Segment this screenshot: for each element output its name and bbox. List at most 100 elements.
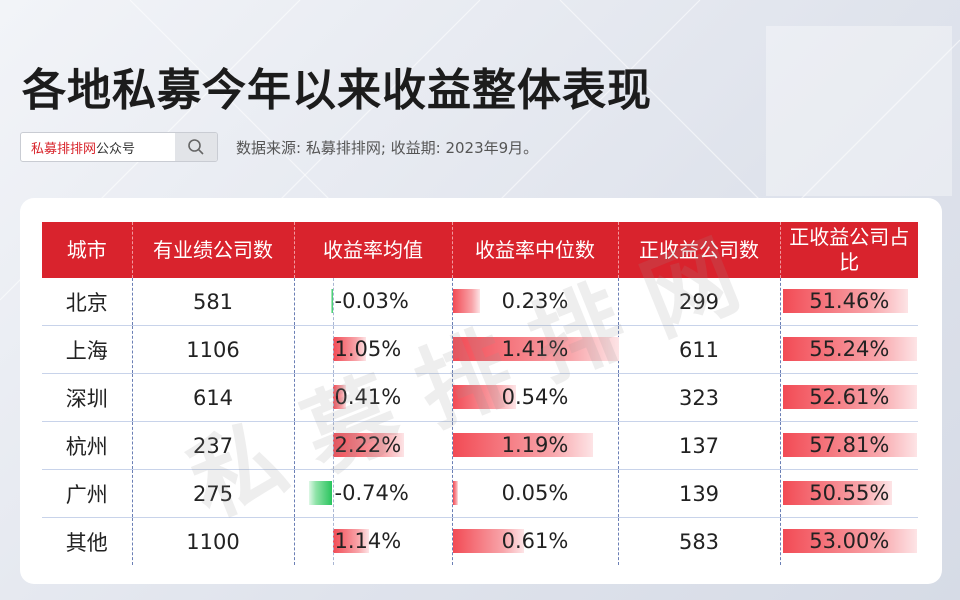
- cell-city: 其他: [42, 517, 133, 565]
- cell-positive-ratio: 51.46%: [780, 278, 918, 326]
- data-table: 城市 有业绩公司数 收益率均值 收益率中位数 正收益公司数 正收益公司占比 北京…: [42, 222, 918, 565]
- zero-axis: [332, 278, 334, 325]
- cell-firms: 614: [132, 373, 295, 422]
- mean-return-label: 1.05%: [334, 337, 402, 361]
- cell-firms: 1106: [132, 325, 295, 374]
- cell-firms: 581: [132, 278, 295, 326]
- table-row: 杭州 237 2.22% 1.19% 137 57.81%: [42, 421, 918, 470]
- median-return-label: 0.05%: [501, 481, 569, 505]
- cell-median-return: 0.05%: [452, 469, 619, 518]
- search-button[interactable]: [175, 133, 217, 161]
- cell-firms: 237: [132, 421, 295, 470]
- data-source-note: 数据来源: 私募排排网; 收益期: 2023年9月。: [236, 139, 539, 157]
- median-return-bar: [452, 337, 619, 361]
- cell-mean-return: 1.05%: [294, 325, 453, 374]
- cell-median-return: 0.54%: [452, 373, 619, 422]
- positive-ratio-label: 52.61%: [809, 385, 890, 409]
- table-row: 北京 581 -0.03% 0.23% 299 51.46%: [42, 278, 918, 326]
- cell-mean-return: 1.14%: [294, 517, 453, 565]
- header-median-return: 收益率中位数: [452, 222, 619, 278]
- search-brand: 私募排排网: [31, 141, 97, 157]
- cell-firms: 275: [132, 469, 295, 518]
- cell-city: 广州: [42, 469, 133, 518]
- mean-return-bar: [332, 529, 369, 553]
- cell-city: 杭州: [42, 421, 133, 470]
- zero-axis: [332, 422, 334, 469]
- mean-return-label: 1.14%: [334, 529, 402, 553]
- cell-positive-ratio: 50.55%: [780, 469, 918, 518]
- cell-median-return: 0.61%: [452, 517, 619, 565]
- mean-return-label: 2.22%: [334, 433, 402, 457]
- cell-positive-firms: 583: [618, 517, 781, 565]
- cell-median-return: 0.23%: [452, 278, 619, 326]
- cell-median-return: 1.19%: [452, 421, 619, 470]
- mean-return-bar: [332, 385, 346, 409]
- positive-ratio-bar: [782, 289, 908, 313]
- median-return-label: 0.61%: [501, 529, 569, 553]
- cell-city: 深圳: [42, 373, 133, 422]
- cell-positive-firms: 137: [618, 421, 781, 470]
- median-return-label: 0.23%: [501, 289, 569, 313]
- zero-axis: [332, 326, 334, 373]
- median-return-bar: [452, 433, 593, 457]
- cell-mean-return: 2.22%: [294, 421, 453, 470]
- cell-mean-return: -0.03%: [294, 278, 453, 326]
- cell-city: 北京: [42, 278, 133, 326]
- table-row: 上海 1106 1.05% 1.41% 611 55.24%: [42, 325, 918, 374]
- median-return-bar: [452, 385, 517, 409]
- header-firms: 有业绩公司数: [132, 222, 295, 278]
- zero-axis: [332, 518, 334, 565]
- cell-mean-return: 0.41%: [294, 373, 453, 422]
- zero-axis: [332, 470, 334, 517]
- positive-ratio-label: 57.81%: [809, 433, 890, 457]
- positive-ratio-bar: [782, 481, 892, 505]
- search-text: 私募排排网公众号: [21, 138, 175, 157]
- cell-positive-firms: 299: [618, 278, 781, 326]
- table-row: 深圳 614 0.41% 0.54% 323 52.61%: [42, 373, 918, 422]
- mean-return-label: -0.74%: [334, 481, 409, 505]
- mean-return-bar: [330, 289, 333, 313]
- mean-return-bar: [332, 337, 367, 361]
- cell-city: 上海: [42, 325, 133, 374]
- positive-ratio-label: 55.24%: [809, 337, 890, 361]
- zero-axis: [332, 374, 334, 421]
- search-icon: [188, 139, 204, 155]
- median-return-bar: [452, 289, 480, 313]
- median-return-bar: [452, 529, 525, 553]
- cell-median-return: 1.41%: [452, 325, 619, 374]
- page-title: 各地私募今年以来收益整体表现: [22, 65, 652, 116]
- header-positive-ratio: 正收益公司占比: [780, 222, 918, 278]
- header-mean-return: 收益率均值: [294, 222, 453, 278]
- cell-positive-firms: 139: [618, 469, 781, 518]
- median-return-label: 0.54%: [501, 385, 569, 409]
- positive-ratio-label: 50.55%: [809, 481, 890, 505]
- search-box[interactable]: 私募排排网公众号: [20, 132, 218, 162]
- mean-return-bar: [332, 433, 404, 457]
- mean-return-label: 0.41%: [334, 385, 402, 409]
- positive-ratio-label: 53.00%: [809, 529, 890, 553]
- header-city: 城市: [42, 222, 133, 278]
- median-return-label: 1.41%: [501, 337, 569, 361]
- positive-ratio-bar: [782, 529, 917, 553]
- cell-firms: 1100: [132, 517, 295, 565]
- positive-ratio-bar: [782, 433, 917, 457]
- cell-mean-return: -0.74%: [294, 469, 453, 518]
- table-row: 其他 1100 1.14% 0.61% 583 53.00%: [42, 517, 918, 566]
- cell-positive-ratio: 55.24%: [780, 325, 918, 374]
- table-header-row: 城市 有业绩公司数 收益率均值 收益率中位数 正收益公司数 正收益公司占比: [42, 222, 918, 278]
- cell-positive-ratio: 53.00%: [780, 518, 918, 566]
- positive-ratio-bar: [782, 385, 917, 409]
- mean-return-bar: [308, 481, 333, 505]
- median-return-label: 1.19%: [501, 433, 569, 457]
- cell-positive-ratio: 57.81%: [780, 421, 918, 470]
- cell-positive-ratio: 52.61%: [780, 373, 918, 422]
- cell-positive-firms: 611: [618, 325, 781, 374]
- header-positive-firms: 正收益公司数: [618, 222, 781, 278]
- cell-positive-firms: 323: [618, 373, 781, 422]
- median-return-bar: [452, 481, 459, 505]
- positive-ratio-bar: [782, 337, 917, 361]
- positive-ratio-label: 51.46%: [809, 289, 890, 313]
- search-suffix: 公众号: [96, 141, 136, 157]
- mean-return-label: -0.03%: [334, 289, 409, 313]
- table-row: 广州 275 -0.74% 0.05% 139 50.55%: [42, 469, 918, 518]
